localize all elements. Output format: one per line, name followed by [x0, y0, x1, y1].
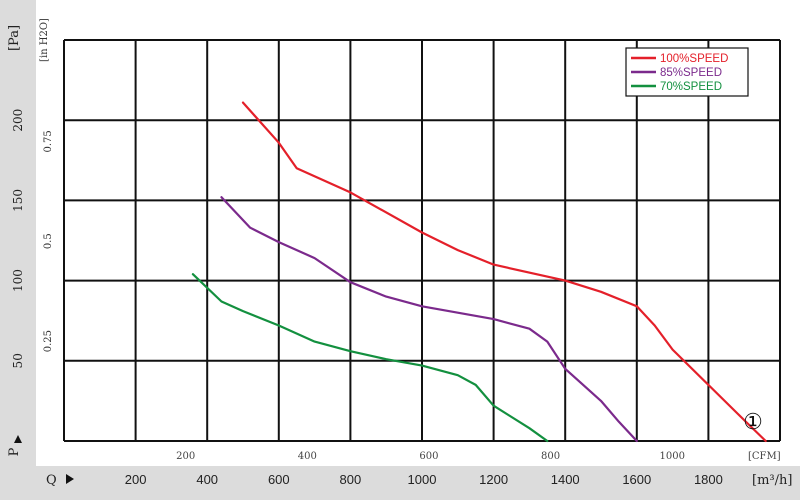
bottom-axis-band — [0, 466, 800, 500]
x-tick-m3h: 400 — [196, 472, 218, 487]
x-axis-label: Q — [46, 473, 57, 488]
curve-100-speed — [241, 101, 767, 443]
y-tick-inh2o: 0.25 — [43, 330, 54, 352]
x-tick-cfm: 400 — [298, 451, 317, 462]
x-tick-cfm: 600 — [419, 451, 438, 462]
x-axis-arrow-icon — [66, 474, 74, 484]
x-tick-cfm: 200 — [176, 451, 195, 462]
legend: 100%SPEED 85%SPEED 70%SPEED — [625, 47, 749, 97]
curve-marker: ① — [743, 410, 763, 435]
legend-label: 70%SPEED — [660, 81, 722, 93]
x-tick-m3h: 600 — [268, 472, 290, 487]
y-tick-pa: 150 — [11, 189, 25, 212]
y-tick-pa: 200 — [11, 109, 25, 132]
x-unit-cfm: [CFM] — [748, 451, 781, 462]
y-tick-inh2o: 0.5 — [43, 233, 54, 249]
y-tick-inh2o: 0.75 — [43, 130, 54, 152]
y-tick-pa: 50 — [11, 353, 25, 368]
curves — [191, 101, 767, 443]
y-unit-pa: [Pa] — [7, 25, 22, 51]
x-tick-m3h: 1000 — [408, 472, 437, 487]
x-unit-m3h: [m³/h] — [752, 473, 792, 488]
x-tick-m3h: 1600 — [622, 472, 651, 487]
x-tick-m3h: 1400 — [551, 472, 580, 487]
curve-85-speed — [220, 196, 638, 443]
x-tick-m3h: 1200 — [479, 472, 508, 487]
legend-label: 100%SPEED — [660, 53, 728, 65]
x-tick-m3h: 200 — [125, 472, 147, 487]
left-axis-band — [0, 0, 36, 470]
y-unit-inh2o: [in H2O] — [39, 18, 50, 62]
x-tick-m3h: 1800 — [694, 472, 723, 487]
y-axis-arrow-icon — [14, 435, 22, 443]
y-tick-pa: 100 — [11, 269, 25, 292]
x-tick-cfm: 800 — [541, 451, 560, 462]
x-tick-cfm: 1000 — [660, 451, 685, 462]
grid — [63, 39, 781, 442]
x-tick-m3h: 800 — [340, 472, 362, 487]
y-axis-label: P — [7, 447, 22, 456]
legend-label: 85%SPEED — [660, 67, 722, 79]
curve-70-speed — [191, 273, 549, 443]
